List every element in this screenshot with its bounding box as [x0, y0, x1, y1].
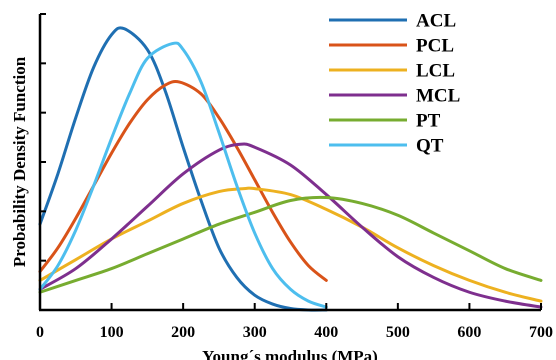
x-tick-label: 300 [243, 324, 267, 341]
legend-label-pcl: PCL [416, 36, 454, 57]
legend-label-qt: QT [416, 136, 444, 157]
x-ticks: 0 100 200 300 400 500 600 700 [36, 303, 553, 341]
x-tick-label: 0 [36, 324, 44, 341]
legend-label-mcl: MCL [416, 86, 460, 107]
axes [38, 14, 541, 312]
x-tick-label: 500 [386, 324, 410, 341]
x-tick-label: 700 [529, 324, 553, 341]
x-axis-title: Young´s modulus (MPa) [202, 347, 378, 360]
series-line-lcl [38, 186, 543, 303]
x-tick-label: 400 [314, 324, 338, 341]
series-line-acl [38, 26, 328, 312]
series-line-mcl [38, 142, 543, 309]
y-ticks [40, 13, 46, 311]
x-tick-label: 200 [171, 324, 195, 341]
x-tick-label: 100 [100, 324, 124, 341]
series-line-qt [38, 41, 328, 309]
legend-label-lcl: LCL [416, 61, 455, 82]
y-axis-title: Probability Density Function [10, 56, 29, 267]
x-tick-label: 600 [457, 324, 481, 341]
series-line-pt [38, 195, 543, 294]
legend: ACL PCL LCL MCL PT QT [329, 11, 460, 157]
legend-label-pt: PT [416, 111, 441, 132]
series-line-pcl [38, 80, 328, 282]
plot-area [38, 26, 543, 312]
legend-label-acl: ACL [416, 11, 456, 32]
